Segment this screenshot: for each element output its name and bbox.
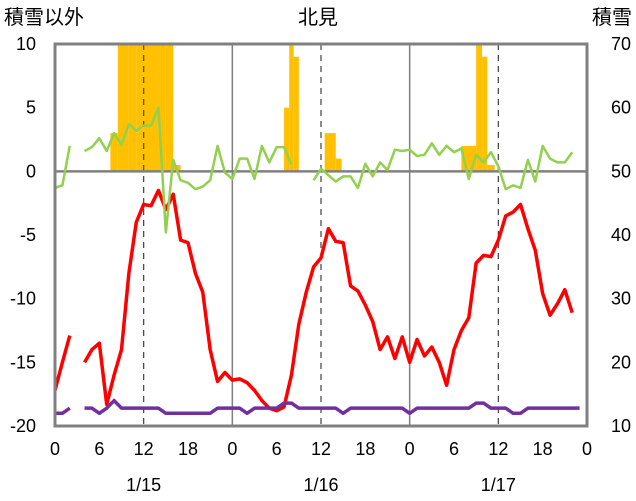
snow-bar-0 xyxy=(110,133,118,172)
right-tick-label-4: 30 xyxy=(611,289,631,309)
left-tick-label-5: -15 xyxy=(10,352,36,372)
snow-bar-10 xyxy=(289,44,294,172)
date-label-0: 1/15 xyxy=(126,475,161,495)
series-1-segment-0 xyxy=(54,145,72,190)
chart-title: 北見 xyxy=(298,5,338,29)
right-tick-label-6: 10 xyxy=(611,416,631,436)
x-axis-tick-labels: 0 6 12 18 0 6 12 18 0 6 12 18 0 xyxy=(50,439,592,459)
x-tick-label-1: 6 xyxy=(94,439,104,459)
x-tick-label-5: 6 xyxy=(272,439,282,459)
x-tick-label-4: 0 xyxy=(227,439,237,459)
right-tick-label-2: 50 xyxy=(611,161,631,181)
left-tick-label-1: 5 xyxy=(26,98,36,118)
right-tick-label-0: 70 xyxy=(611,34,631,54)
date-label-2: 1/17 xyxy=(481,475,516,495)
right-axis-title: 積雪 xyxy=(592,5,632,29)
right-tick-label-1: 60 xyxy=(611,98,631,118)
x-tick-label-8: 0 xyxy=(405,439,415,459)
snow-bar-9 xyxy=(284,107,290,172)
left-tick-label-4: -10 xyxy=(10,289,36,309)
right-axis-tick-labels: 70 60 50 40 30 20 10 xyxy=(611,34,631,436)
series-2-segment-1 xyxy=(84,398,580,416)
snow-depth-bars xyxy=(110,44,495,172)
x-tick-label-3: 18 xyxy=(178,439,198,459)
snow-bar-12 xyxy=(324,133,336,172)
left-tick-label-3: -5 xyxy=(20,225,36,245)
snow-bar-13 xyxy=(335,158,342,172)
x-tick-label-7: 18 xyxy=(355,439,375,459)
left-tick-label-2: 0 xyxy=(26,161,36,181)
snow-bar-1 xyxy=(117,44,129,172)
series-2-segment-0 xyxy=(55,406,71,416)
series-0-segment-1 xyxy=(83,188,574,413)
x-tick-label-12: 0 xyxy=(582,439,592,459)
left-axis-title: 積雪以外 xyxy=(4,5,84,29)
left-axis-tick-labels: 10 5 0 -5 -10 -15 -20 xyxy=(10,34,36,436)
x-tick-label-0: 0 xyxy=(50,439,60,459)
snow-bar-16 xyxy=(482,56,488,172)
x-tick-label-9: 6 xyxy=(449,439,459,459)
series-lines xyxy=(53,106,580,416)
date-label-1: 1/16 xyxy=(303,475,338,495)
snow-bar-17 xyxy=(487,164,495,172)
snow-bar-11 xyxy=(293,56,299,172)
snow-bar-2 xyxy=(128,44,137,172)
series-1-segment-2 xyxy=(312,142,574,191)
snow-bar-6 xyxy=(158,44,166,172)
snow-bar-3 xyxy=(136,44,144,172)
series-0-segment-0 xyxy=(53,335,72,391)
snow-bar-15 xyxy=(476,44,483,172)
right-tick-label-3: 40 xyxy=(611,225,631,245)
date-labels: 1/15 1/16 1/17 xyxy=(126,475,516,495)
snow-bar-7 xyxy=(165,44,174,172)
series-1-segment-1 xyxy=(83,106,293,234)
x-tick-label-10: 12 xyxy=(488,439,508,459)
right-tick-label-5: 20 xyxy=(611,352,631,372)
x-tick-label-6: 12 xyxy=(311,439,331,459)
x-tick-label-11: 18 xyxy=(533,439,553,459)
snow-bar-5 xyxy=(151,44,159,172)
left-tick-label-6: -20 xyxy=(10,416,36,436)
plot-frame xyxy=(53,42,589,428)
left-tick-label-0: 10 xyxy=(16,34,36,54)
snow-bar-4 xyxy=(143,44,152,172)
x-tick-label-2: 12 xyxy=(134,439,154,459)
